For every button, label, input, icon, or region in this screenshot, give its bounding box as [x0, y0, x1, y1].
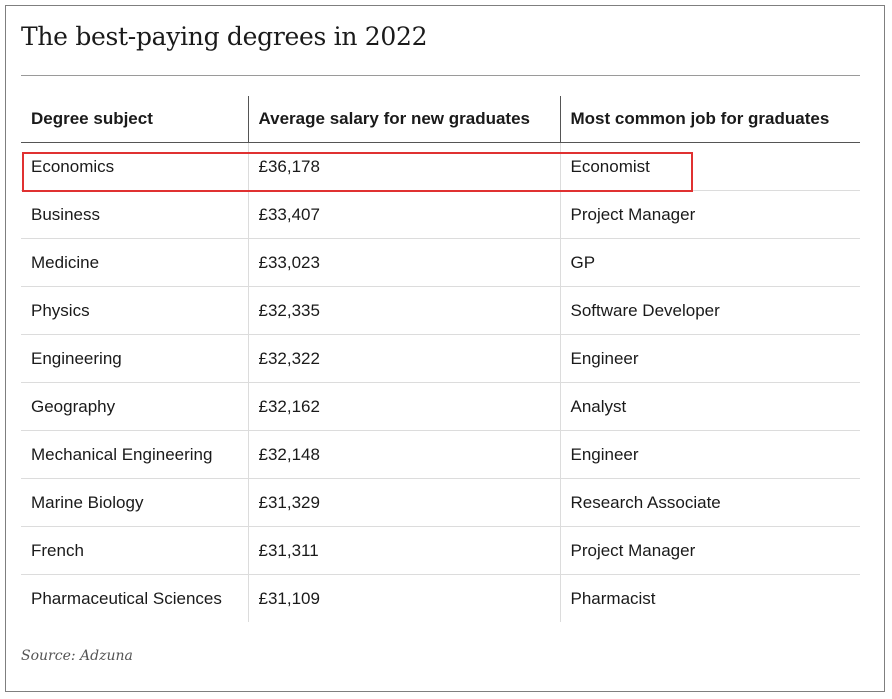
cell-salary: £32,335	[247, 286, 560, 335]
table-row: Economics £36,178 Economist	[21, 142, 860, 191]
table-row: Physics £32,335 Software Developer	[21, 286, 860, 335]
table-row: Pharmaceutical Sciences £31,109 Pharmaci…	[21, 574, 860, 622]
title-divider	[21, 75, 860, 76]
cell-job: Research Associate	[559, 478, 860, 527]
table-row: French £31,311 Project Manager	[21, 526, 860, 575]
table-row: Geography £32,162 Analyst	[21, 382, 860, 431]
cell-job: Project Manager	[559, 526, 860, 575]
cell-degree: Medicine	[21, 238, 248, 287]
header-average-salary: Average salary for new graduates	[247, 96, 560, 143]
cell-job: Software Developer	[559, 286, 860, 335]
table-header-row: Degree subject Average salary for new gr…	[21, 96, 860, 143]
cell-degree: Engineering	[21, 334, 248, 383]
cell-salary: £31,109	[247, 574, 560, 622]
cell-job: Economist	[559, 142, 860, 191]
cell-degree: Mechanical Engineering	[21, 430, 248, 479]
cell-salary: £33,407	[247, 190, 560, 239]
cell-job: Project Manager	[559, 190, 860, 239]
cell-salary: £36,178	[247, 142, 560, 191]
cell-degree: Pharmaceutical Sciences	[31, 588, 222, 608]
cell-salary: £32,322	[247, 334, 560, 383]
page-title: The best-paying degrees in 2022	[21, 22, 428, 51]
cell-degree: French	[21, 526, 248, 575]
table-row: Medicine £33,023 GP	[21, 238, 860, 287]
header-common-job: Most common job for graduates	[559, 96, 860, 143]
cell-degree: Marine Biology	[21, 478, 248, 527]
cell-degree: Physics	[21, 286, 248, 335]
cell-salary: £32,162	[247, 382, 560, 431]
table-row: Mechanical Engineering £32,148 Engineer	[21, 430, 860, 479]
cell-salary: £31,311	[247, 526, 560, 575]
table-row: Business £33,407 Project Manager	[21, 190, 860, 239]
table-row: Marine Biology £31,329 Research Associat…	[21, 478, 860, 527]
cell-job: Pharmacist	[559, 574, 860, 622]
cell-degree: Business	[21, 190, 248, 239]
highlight-box	[22, 152, 693, 192]
source-note: Source: Adzuna	[21, 648, 133, 664]
cell-degree: Geography	[21, 382, 248, 431]
cell-salary: £32,148	[247, 430, 560, 479]
salary-table: Degree subject Average salary for new gr…	[21, 96, 860, 622]
table-row: Engineering £32,322 Engineer	[21, 334, 860, 383]
cell-job: Analyst	[559, 382, 860, 431]
cell-salary: £31,329	[247, 478, 560, 527]
cell-salary: £33,023	[247, 238, 560, 287]
header-degree-subject: Degree subject	[21, 96, 248, 143]
cell-job: Engineer	[559, 334, 860, 383]
cell-job: GP	[559, 238, 860, 287]
cell-job: Engineer	[559, 430, 860, 479]
